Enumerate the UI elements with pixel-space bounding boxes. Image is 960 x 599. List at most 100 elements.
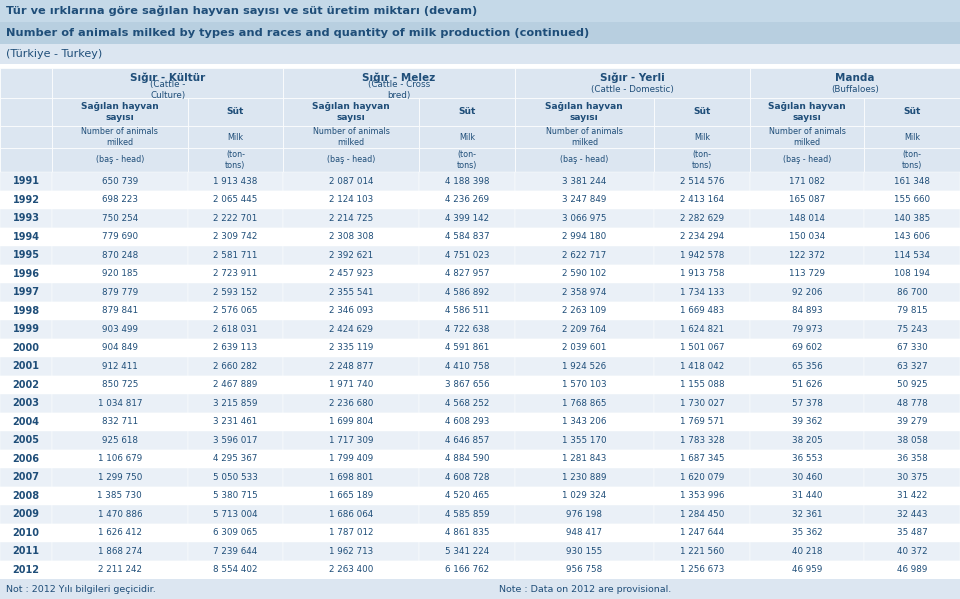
Bar — [187, 376, 283, 394]
Bar — [750, 431, 864, 449]
Bar — [864, 172, 960, 190]
Bar — [750, 126, 864, 148]
Text: Note : Data on 2012 are provisional.: Note : Data on 2012 are provisional. — [499, 585, 671, 594]
Bar — [52, 468, 187, 486]
Bar — [283, 505, 419, 524]
Text: 4 884 590: 4 884 590 — [444, 454, 489, 463]
Bar — [0, 209, 52, 228]
Text: Sığır - Kültür: Sığır - Kültür — [130, 72, 205, 83]
Text: 5 380 715: 5 380 715 — [213, 491, 258, 500]
Bar — [654, 320, 750, 338]
Text: 39 279: 39 279 — [897, 418, 927, 426]
Text: 5 050 533: 5 050 533 — [213, 473, 258, 482]
Bar — [515, 524, 654, 542]
Text: 2 457 923: 2 457 923 — [329, 269, 373, 279]
Text: 2007: 2007 — [12, 472, 39, 482]
Text: 2004: 2004 — [12, 417, 39, 426]
Text: 956 758: 956 758 — [566, 565, 603, 574]
Text: 30 460: 30 460 — [792, 473, 823, 482]
Bar — [419, 228, 515, 246]
Text: 2 593 152: 2 593 152 — [213, 288, 257, 297]
Bar — [419, 172, 515, 190]
Bar — [52, 228, 187, 246]
Text: 36 358: 36 358 — [897, 454, 927, 463]
Bar — [187, 320, 283, 338]
Text: Süt: Süt — [903, 107, 921, 116]
Bar — [283, 283, 419, 301]
Bar — [187, 172, 283, 190]
Text: 1 942 578: 1 942 578 — [680, 251, 724, 260]
Bar — [0, 190, 52, 209]
Bar — [515, 338, 654, 357]
Text: 2 309 742: 2 309 742 — [213, 232, 257, 241]
Text: 1 783 328: 1 783 328 — [680, 435, 724, 444]
Bar — [52, 98, 187, 126]
Text: 2 355 541: 2 355 541 — [329, 288, 373, 297]
Bar — [750, 190, 864, 209]
Bar — [283, 68, 515, 98]
Bar — [654, 301, 750, 320]
Text: 1 299 750: 1 299 750 — [98, 473, 142, 482]
Text: 1 626 412: 1 626 412 — [98, 528, 142, 537]
Bar — [283, 542, 419, 561]
Text: 1 247 644: 1 247 644 — [680, 528, 724, 537]
Text: 1 470 886: 1 470 886 — [98, 510, 142, 519]
Text: 4 646 857: 4 646 857 — [444, 435, 489, 444]
Bar — [654, 561, 750, 579]
Text: 903 499: 903 499 — [102, 325, 138, 334]
Text: 1 962 713: 1 962 713 — [329, 547, 373, 556]
Bar — [750, 449, 864, 468]
Bar — [654, 98, 750, 126]
Bar — [187, 542, 283, 561]
Bar — [52, 209, 187, 228]
Text: (baş - head): (baş - head) — [327, 156, 375, 165]
Text: 46 989: 46 989 — [897, 565, 927, 574]
Text: 7 239 644: 7 239 644 — [213, 547, 257, 556]
Text: 1 221 560: 1 221 560 — [680, 547, 724, 556]
Bar — [283, 561, 419, 579]
Text: 1 698 801: 1 698 801 — [329, 473, 373, 482]
Text: 4 586 511: 4 586 511 — [444, 306, 489, 315]
Text: 2 639 113: 2 639 113 — [213, 343, 257, 352]
Text: 2 994 180: 2 994 180 — [563, 232, 607, 241]
Text: 3 231 461: 3 231 461 — [213, 418, 257, 426]
Text: Süt: Süt — [227, 107, 244, 116]
Text: 1 230 889: 1 230 889 — [563, 473, 607, 482]
Bar — [283, 209, 419, 228]
Text: Süt: Süt — [693, 107, 710, 116]
Bar — [515, 209, 654, 228]
Text: 1999: 1999 — [12, 324, 39, 334]
Bar — [515, 561, 654, 579]
Text: 4 236 269: 4 236 269 — [444, 195, 489, 204]
Text: 2 413 164: 2 413 164 — [680, 195, 724, 204]
Bar — [864, 283, 960, 301]
Bar — [750, 148, 864, 172]
Bar — [52, 357, 187, 376]
Text: 4 586 892: 4 586 892 — [444, 288, 489, 297]
Bar — [187, 98, 283, 126]
Text: 46 959: 46 959 — [792, 565, 822, 574]
Bar — [187, 338, 283, 357]
Bar — [515, 486, 654, 505]
Text: 1 699 804: 1 699 804 — [329, 418, 373, 426]
Bar — [864, 505, 960, 524]
Text: 2 660 282: 2 660 282 — [213, 362, 257, 371]
Text: 35 362: 35 362 — [792, 528, 823, 537]
Bar — [52, 265, 187, 283]
Text: 2 576 065: 2 576 065 — [213, 306, 257, 315]
Bar — [0, 265, 52, 283]
Text: 1 281 843: 1 281 843 — [563, 454, 607, 463]
Bar — [187, 148, 283, 172]
Bar — [0, 505, 52, 524]
Bar — [187, 431, 283, 449]
Text: 36 553: 36 553 — [792, 454, 823, 463]
Bar — [419, 283, 515, 301]
Bar — [515, 98, 654, 126]
Text: 30 375: 30 375 — [897, 473, 927, 482]
Text: Number of animals
milked: Number of animals milked — [769, 127, 846, 147]
Bar — [283, 413, 419, 431]
Text: 122 372: 122 372 — [789, 251, 825, 260]
Bar — [0, 320, 52, 338]
Text: Not : 2012 Yılı bilgileri geçicidir.: Not : 2012 Yılı bilgileri geçicidir. — [6, 585, 156, 594]
Text: 920 185: 920 185 — [102, 269, 138, 279]
